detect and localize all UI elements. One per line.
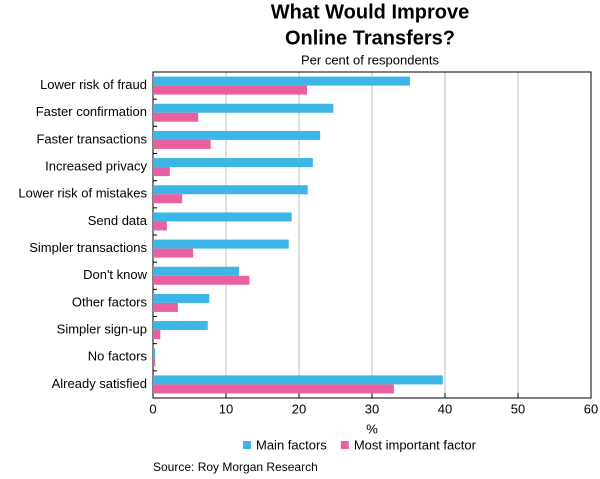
- bar: [153, 321, 208, 331]
- bar: [153, 167, 170, 177]
- bar: [153, 76, 410, 86]
- y-tick-label: Don't know: [83, 267, 148, 282]
- bar: [153, 158, 313, 168]
- legend-label: Main factors: [256, 437, 327, 452]
- y-tick-label: Increased privacy: [45, 159, 147, 174]
- bar: [153, 139, 211, 149]
- bar: [153, 212, 292, 222]
- x-tick-label: 60: [584, 401, 598, 416]
- x-tick-label: 30: [365, 401, 379, 416]
- bar: [153, 293, 210, 303]
- y-tick-label: Simpler sign-up: [57, 322, 147, 337]
- chart-title-line: What Would Improve: [271, 1, 470, 23]
- chart-title-line: Online Transfers?: [285, 27, 455, 49]
- y-tick-label: No factors: [88, 349, 148, 364]
- bar: [153, 330, 161, 340]
- bar: [153, 112, 199, 122]
- x-tick-label: 20: [292, 401, 306, 416]
- x-axis-label: %: [366, 421, 378, 436]
- x-tick-label: 10: [219, 401, 233, 416]
- bar: [153, 357, 156, 367]
- bar: [153, 348, 156, 358]
- legend-swatch: [243, 441, 251, 449]
- y-tick-label: Lower risk of mistakes: [18, 186, 147, 201]
- bar: [153, 248, 194, 258]
- bar: [153, 185, 308, 195]
- bar: [153, 384, 394, 394]
- bar: [153, 275, 250, 285]
- bar: [153, 375, 443, 385]
- y-tick-label: Other factors: [72, 294, 148, 309]
- y-tick-label: Faster transactions: [36, 131, 147, 146]
- source: Source: Roy Morgan Research: [153, 460, 318, 474]
- y-tick-label: Simpler transactions: [29, 240, 147, 255]
- chart-subtitle: Per cent of respondents: [301, 52, 440, 67]
- y-tick-label: Lower risk of fraud: [40, 77, 147, 92]
- x-tick-label: 0: [149, 401, 156, 416]
- legend-swatch: [340, 441, 349, 449]
- bar: [153, 266, 240, 276]
- legend-label: Most important factor: [354, 437, 477, 452]
- bar: [153, 194, 183, 204]
- y-tick-label: Already satisfied: [52, 376, 147, 391]
- bar: [153, 85, 308, 95]
- x-tick-label: 50: [511, 401, 525, 416]
- bar: [153, 239, 289, 249]
- x-tick-label: 40: [438, 401, 452, 416]
- y-tick-label: Faster confirmation: [36, 104, 147, 119]
- bar: [153, 302, 178, 312]
- bar: [153, 130, 321, 140]
- bar: [153, 103, 334, 113]
- bar: [153, 221, 167, 231]
- y-tick-label: Send data: [88, 213, 148, 228]
